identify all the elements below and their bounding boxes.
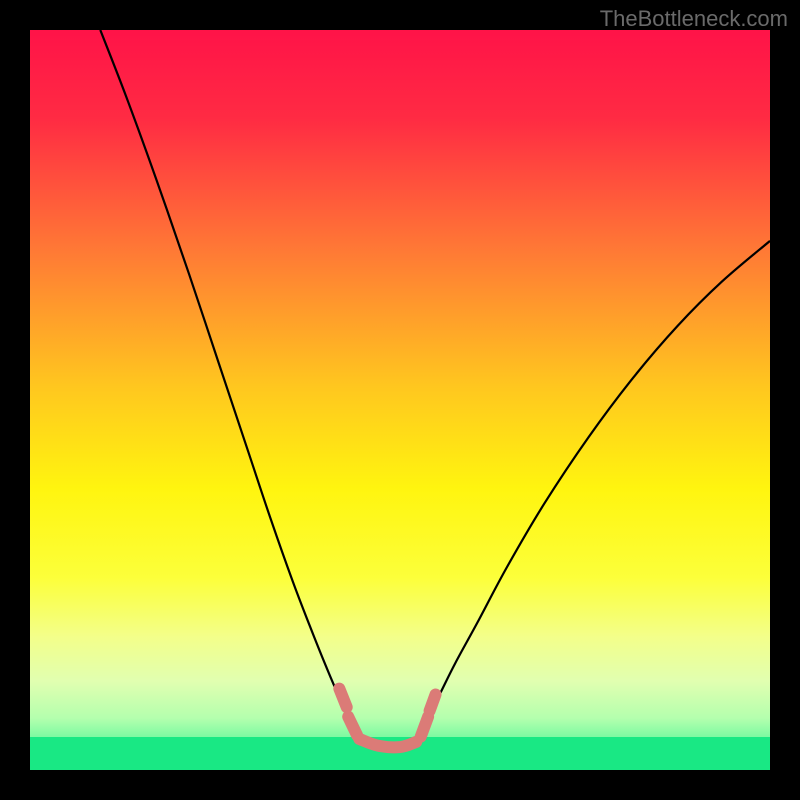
curve-highlight-segment bbox=[421, 717, 428, 737]
curve-right bbox=[430, 241, 770, 715]
chart-curves-svg bbox=[30, 30, 770, 770]
curve-highlight-segment bbox=[339, 689, 346, 708]
curve-left bbox=[100, 30, 348, 715]
curve-highlight-segment bbox=[348, 717, 357, 736]
curve-highlight-segment bbox=[359, 739, 416, 747]
curve-highlight-segment bbox=[430, 695, 436, 711]
watermark-text: TheBottleneck.com bbox=[600, 6, 788, 32]
chart-plot-area bbox=[30, 30, 770, 770]
